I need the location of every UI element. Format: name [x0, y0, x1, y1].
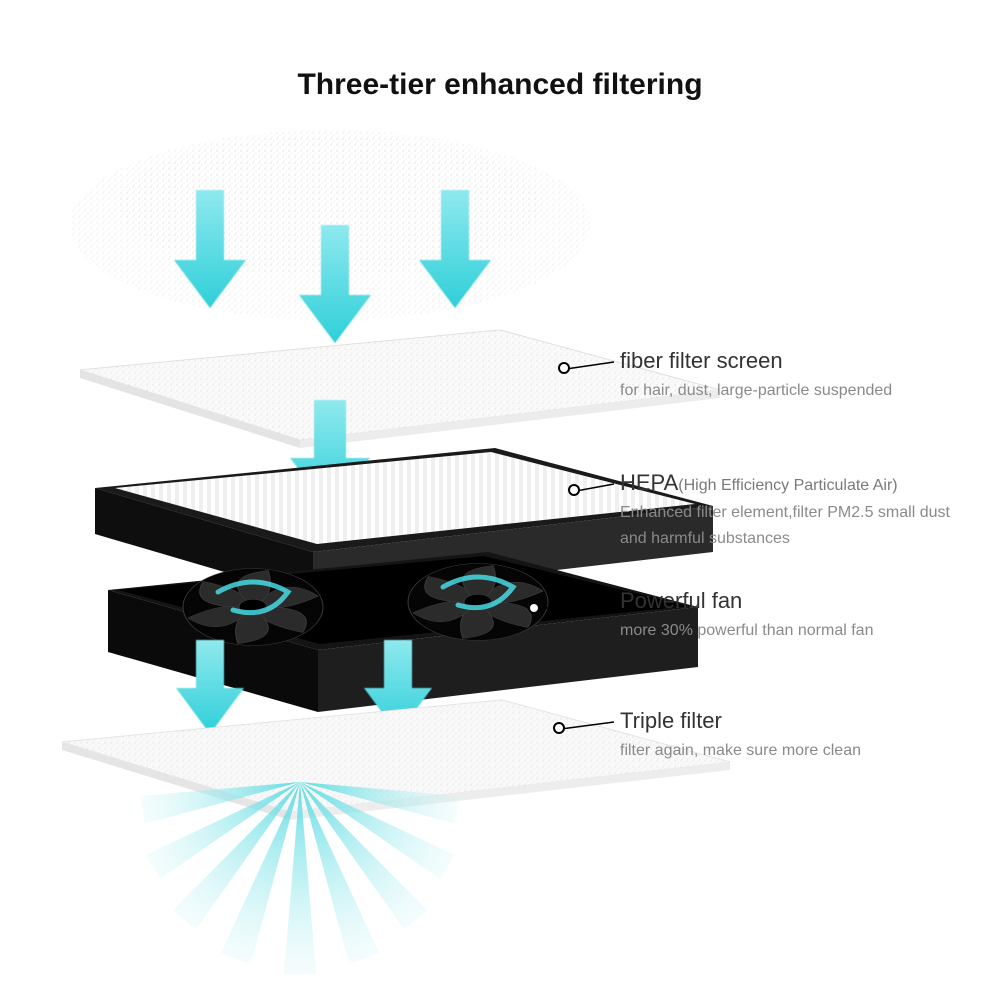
callout-desc: more 30% powerful than normal fan — [620, 618, 980, 644]
callout-fan: Powerful fan more 30% powerful than norm… — [620, 588, 980, 644]
callout-title: Triple filter — [620, 708, 980, 734]
callout-fiber: fiber filter screen for hair, dust, larg… — [620, 348, 980, 404]
clean-air-burst-icon — [140, 768, 460, 974]
infographic-stage: Three-tier enhanced filtering — [0, 0, 1000, 1000]
callout-hepa: HEPA(High Efficiency Particulate Air) En… — [620, 470, 980, 552]
leader-dot-icon — [558, 362, 570, 374]
leader-dot-icon — [568, 484, 580, 496]
callout-desc: for hair, dust, large-particle suspended — [620, 378, 980, 404]
leader-dot-icon — [553, 722, 565, 734]
callout-desc: Enhanced filter element,filter PM2.5 sma… — [620, 500, 980, 552]
callout-desc: filter again, make sure more clean — [620, 738, 980, 764]
callout-title: Powerful fan — [620, 588, 980, 614]
leader-dot-icon — [528, 602, 540, 614]
callout-title: fiber filter screen — [620, 348, 980, 374]
callout-triple: Triple filter filter again, make sure mo… — [620, 708, 980, 764]
callout-title: HEPA(High Efficiency Particulate Air) — [620, 470, 980, 496]
